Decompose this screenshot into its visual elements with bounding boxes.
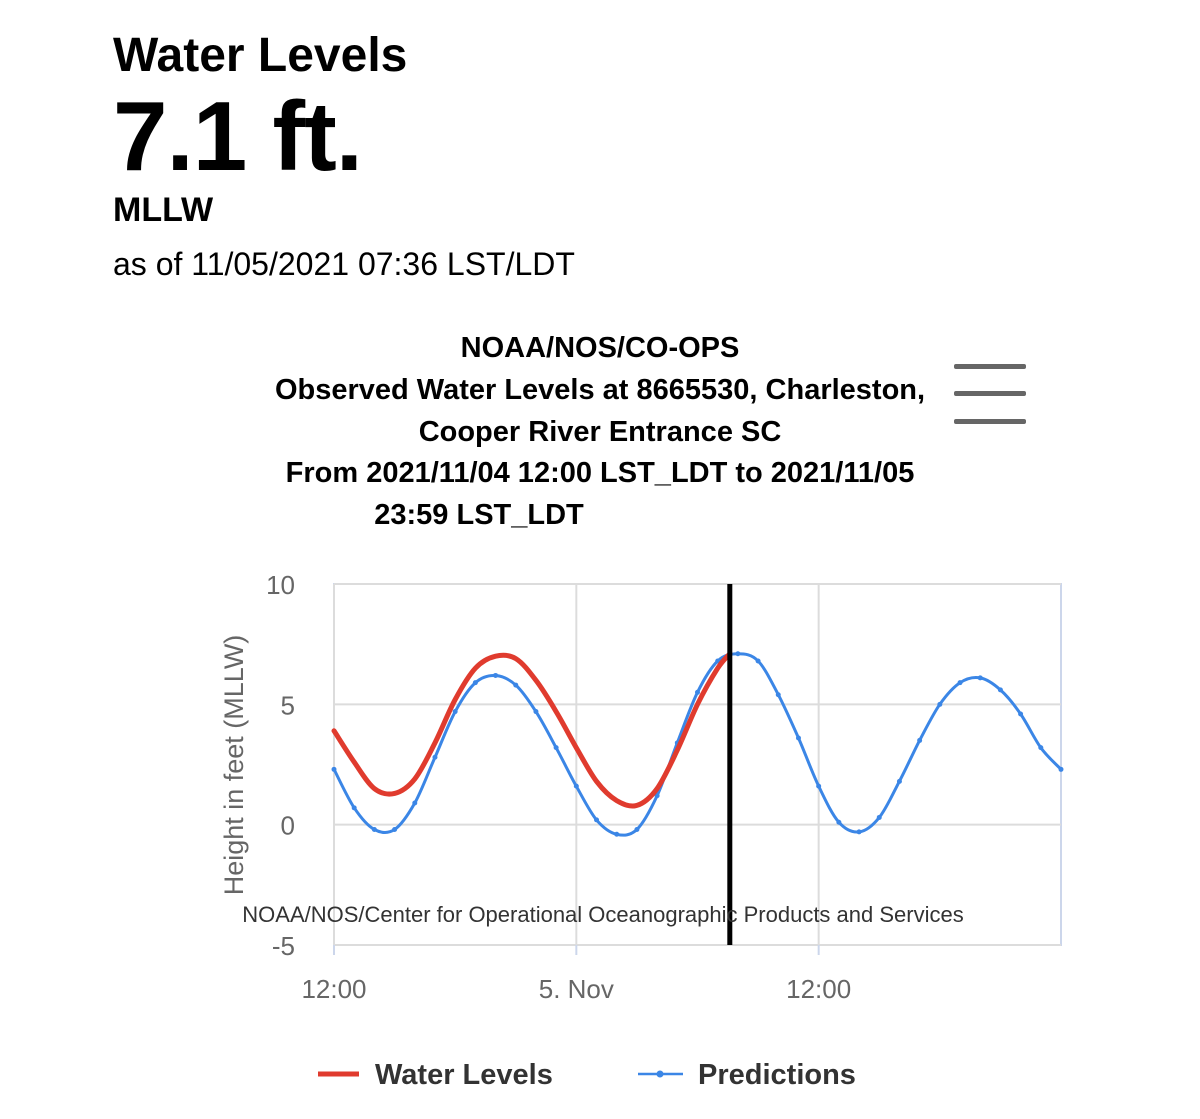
water-levels-point	[473, 666, 478, 671]
water-levels-point	[533, 678, 538, 683]
predictions-line	[332, 652, 1063, 837]
water-levels-point	[432, 740, 437, 745]
water-levels-point	[715, 666, 720, 671]
water-levels-point	[332, 728, 336, 733]
header: Water Levels 7.1 ft. MLLW as of 11/05/20…	[113, 28, 575, 286]
timestamp: as of 11/05/2021 07:36 LST/LDT	[113, 246, 575, 282]
legend-item-predictions[interactable]: Predictions	[638, 1059, 856, 1091]
water-levels-point	[695, 702, 700, 707]
plot-frame	[333, 583, 1062, 946]
predictions-point	[917, 737, 923, 743]
grid	[333, 583, 1062, 946]
chart-title-line: Observed Water Levels at 8665530, Charle…	[275, 374, 925, 406]
chart-title-line: Cooper River Entrance SC	[419, 416, 782, 448]
water-levels-point	[634, 803, 639, 808]
legend-predictions-label: Predictions	[698, 1059, 856, 1091]
predictions-point	[513, 682, 519, 688]
y-tick-label: 0	[281, 811, 295, 841]
predictions-point	[876, 814, 882, 820]
water-levels-point	[412, 776, 417, 781]
predictions-point	[695, 689, 700, 695]
predictions-point	[573, 783, 579, 789]
datum-label: MLLW	[113, 191, 214, 229]
predictions-point	[1038, 745, 1044, 751]
x-tick-label: 12:00	[301, 974, 366, 1004]
x-tick-label: 12:00	[786, 974, 851, 1004]
predictions-point	[594, 817, 600, 823]
water-levels-point	[392, 791, 397, 796]
chart-title-line: 23:59 LST_LDT	[374, 499, 584, 531]
water-levels-point	[352, 760, 357, 765]
predictions-point	[533, 709, 539, 715]
hamburger-menu-icon[interactable]	[950, 358, 1030, 428]
legend-predictions-marker	[656, 1070, 664, 1078]
water-levels-point	[614, 798, 619, 803]
predictions-point	[452, 709, 458, 715]
x-axis-ticks: 12:00 5. Nov 12:00	[301, 945, 851, 1004]
series-group	[331, 651, 1064, 837]
water-levels-point	[675, 748, 680, 753]
predictions-point	[735, 651, 741, 657]
y-axis-ticks: 10 5 0 -5	[266, 570, 295, 961]
predictions-point	[331, 766, 337, 772]
predictions-point	[432, 754, 438, 760]
chart-container: NOAA/NOS/CO-OPS Observed Water Levels at…	[0, 325, 1200, 1114]
predictions-point	[553, 745, 559, 751]
predictions-point	[795, 735, 801, 741]
water-levels-point	[453, 697, 458, 702]
predictions-point	[997, 687, 1003, 693]
predictions-point	[816, 783, 822, 789]
predictions-point	[836, 819, 842, 825]
predictions-point	[654, 793, 660, 799]
water-levels-point	[655, 786, 660, 791]
y-axis-label: Height in feet (MLLW)	[219, 635, 249, 896]
current-water-level: 7.1 ft.	[113, 81, 363, 191]
predictions-point	[493, 672, 499, 678]
chart-title-line: NOAA/NOS/CO-OPS	[461, 332, 740, 364]
predictions-point	[1018, 711, 1024, 717]
predictions-point	[896, 778, 902, 784]
water-level-chart: NOAA/NOS/CO-OPS Observed Water Levels at…	[219, 332, 1064, 1091]
water-levels-point	[372, 786, 377, 791]
predictions-point	[856, 829, 862, 835]
predictions-point	[1058, 766, 1064, 772]
credits-text: NOAA/NOS/Center for Operational Oceanogr…	[242, 902, 963, 927]
legend-water-levels-label: Water Levels	[375, 1059, 553, 1091]
y-tick-label: 5	[281, 690, 295, 720]
predictions-point	[392, 826, 398, 832]
predictions-point	[351, 805, 357, 811]
water-levels-point	[513, 656, 518, 661]
predictions-point	[775, 692, 781, 698]
water-levels-point	[574, 745, 579, 750]
predictions-point	[614, 831, 620, 837]
y-tick-label: -5	[272, 931, 295, 961]
y-tick-label: 10	[266, 570, 295, 600]
predictions-point	[371, 826, 377, 832]
predictions-point	[472, 680, 478, 686]
x-tick-label: 5. Nov	[539, 974, 614, 1004]
page-title: Water Levels	[113, 29, 408, 82]
water-levels-point	[493, 654, 498, 659]
predictions-point	[977, 675, 983, 681]
predictions-point	[634, 826, 640, 832]
water-levels-point	[594, 779, 599, 784]
legend-item-water-levels[interactable]: Water Levels	[318, 1059, 553, 1091]
legend: Water Levels Predictions	[318, 1059, 856, 1091]
water-levels-line	[331, 651, 733, 809]
chart-title: NOAA/NOS/CO-OPS Observed Water Levels at…	[275, 332, 925, 531]
predictions-point	[755, 658, 761, 664]
chart-title-line: From 2021/11/04 12:00 LST_LDT to 2021/11…	[286, 457, 915, 489]
water-levels-point	[554, 709, 559, 714]
predictions-point	[937, 701, 943, 707]
predictions-point	[957, 680, 963, 686]
predictions-point	[412, 800, 418, 806]
